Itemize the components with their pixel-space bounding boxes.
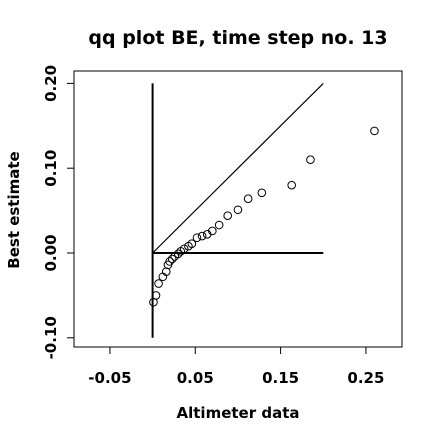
data-point — [257, 188, 267, 198]
data-point — [233, 205, 243, 215]
reference-lines — [151, 82, 324, 338]
data-point — [151, 291, 161, 300]
plot-frame — [73, 70, 403, 348]
data-point — [167, 254, 177, 264]
y-tick-label: 0.20 — [42, 65, 60, 102]
data-point — [154, 279, 163, 288]
data-point — [197, 231, 207, 241]
data-point — [161, 267, 171, 276]
data-point — [173, 249, 183, 259]
y-tick-label: -0.10 — [42, 316, 60, 359]
y-tick-label: 0.10 — [42, 150, 60, 187]
data-point — [214, 220, 224, 230]
x-tick-label: -0.05 — [88, 369, 131, 387]
data-point — [370, 126, 379, 136]
y-axis: -0.10 0.00 0.10 0.20 — [42, 65, 75, 359]
data-point — [223, 211, 232, 220]
x-axis: -0.05 0.05 0.15 0.25 — [88, 346, 384, 387]
chart-title: qq plot BE, time step no. 13 — [88, 27, 387, 49]
y-tick-label: 0.00 — [42, 234, 60, 271]
data-point — [306, 155, 315, 165]
data-point — [208, 226, 217, 236]
data-point — [287, 180, 296, 190]
data-point — [243, 194, 253, 204]
x-tick-label: 0.15 — [262, 369, 299, 387]
y-axis-label: Best estimate — [5, 151, 23, 268]
data-point — [187, 239, 197, 248]
x-tick-label: 0.25 — [347, 369, 384, 387]
data-point — [165, 257, 174, 266]
x-axis-label: Altimeter data — [177, 404, 300, 422]
x-tick-label: 0.05 — [177, 369, 214, 387]
reference-line — [152, 82, 324, 254]
data-point — [192, 233, 202, 243]
data-point — [179, 244, 189, 254]
data-points — [149, 126, 379, 307]
